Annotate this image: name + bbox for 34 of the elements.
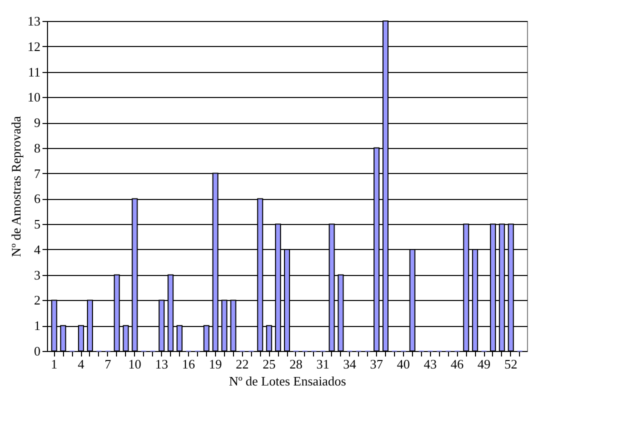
y-tick-label: 5 (34, 216, 40, 232)
x-tick-label: 1 (50, 356, 58, 372)
x-tick-label: 34 (343, 356, 357, 372)
y-tick-label: 0 (34, 344, 40, 358)
x-tick-label: 37 (370, 356, 384, 372)
x-tick-label: 31 (316, 356, 330, 372)
x-tick-label: 10 (128, 356, 142, 372)
x-tick-label: 49 (478, 356, 491, 372)
y-tick-label: 10 (28, 90, 40, 105)
x-tick-label: 4 (78, 356, 85, 372)
x-tick-label: 16 (182, 356, 196, 372)
y-tick-label: 9 (34, 115, 40, 130)
x-tick-label: 19 (208, 356, 222, 372)
y-tick-label: 7 (34, 166, 41, 181)
x-tick-label: 13 (155, 356, 168, 372)
y-tick-label: 2 (34, 292, 40, 308)
y-axis-title: Nº de Amostras Reprovada (8, 116, 24, 257)
y-tick-label: 6 (34, 191, 41, 206)
y-tick-label: 12 (28, 38, 40, 54)
x-tick-label: 40 (396, 356, 410, 372)
y-tick-label: 1 (34, 318, 40, 334)
x-tick-label: 46 (450, 356, 464, 372)
x-axis-title: Nº de Lotes Ensaiados (228, 374, 346, 388)
y-tick-label: 11 (28, 64, 40, 80)
x-tick-label: 7 (104, 356, 112, 372)
x-tick-label: 28 (289, 356, 302, 372)
x-tick-label: 22 (236, 356, 249, 372)
y-tick-label: 3 (34, 267, 40, 282)
x-tick-label: 43 (424, 356, 437, 372)
y-tick-label: 4 (34, 242, 41, 257)
y-tick-label: 8 (34, 140, 40, 156)
x-tick-label: 25 (262, 356, 276, 372)
x-tick-label: 52 (504, 356, 518, 372)
y-tick-label: 13 (28, 14, 40, 28)
